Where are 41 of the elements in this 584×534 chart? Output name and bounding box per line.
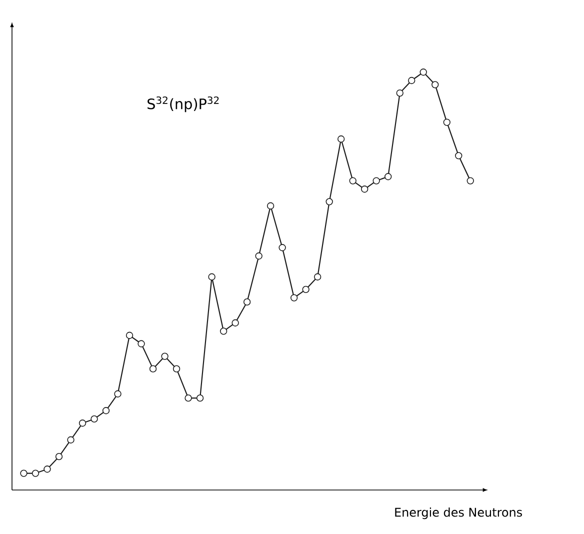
point	[220, 328, 228, 335]
point	[420, 68, 427, 76]
point	[384, 173, 392, 180]
point	[138, 340, 145, 348]
point	[184, 394, 192, 402]
point	[114, 390, 122, 398]
point	[149, 365, 157, 372]
point	[372, 177, 380, 184]
point	[67, 436, 74, 444]
point	[255, 252, 262, 260]
point	[55, 452, 63, 460]
point	[102, 407, 110, 414]
point	[266, 202, 274, 210]
point	[396, 89, 404, 97]
point	[361, 186, 368, 193]
point	[466, 177, 474, 184]
point	[302, 286, 310, 294]
point	[290, 294, 298, 302]
point	[432, 81, 439, 88]
point	[78, 420, 86, 427]
point	[196, 394, 204, 402]
point	[443, 118, 450, 126]
point	[126, 332, 134, 339]
annotation: S$^{32}$(np)P$^{32}$	[148, 96, 219, 112]
point	[90, 415, 98, 423]
x-axis-title: Energie des Neutrons	[395, 508, 522, 520]
point	[20, 470, 28, 477]
point	[232, 319, 239, 326]
point	[408, 76, 416, 84]
point	[314, 273, 322, 280]
point	[326, 198, 333, 206]
point	[172, 365, 180, 372]
point	[32, 470, 40, 477]
point	[208, 273, 216, 280]
point	[44, 466, 51, 473]
point	[278, 244, 286, 252]
point	[455, 152, 462, 160]
point	[161, 352, 168, 360]
point	[349, 177, 356, 184]
point	[338, 135, 345, 143]
point	[243, 298, 251, 306]
